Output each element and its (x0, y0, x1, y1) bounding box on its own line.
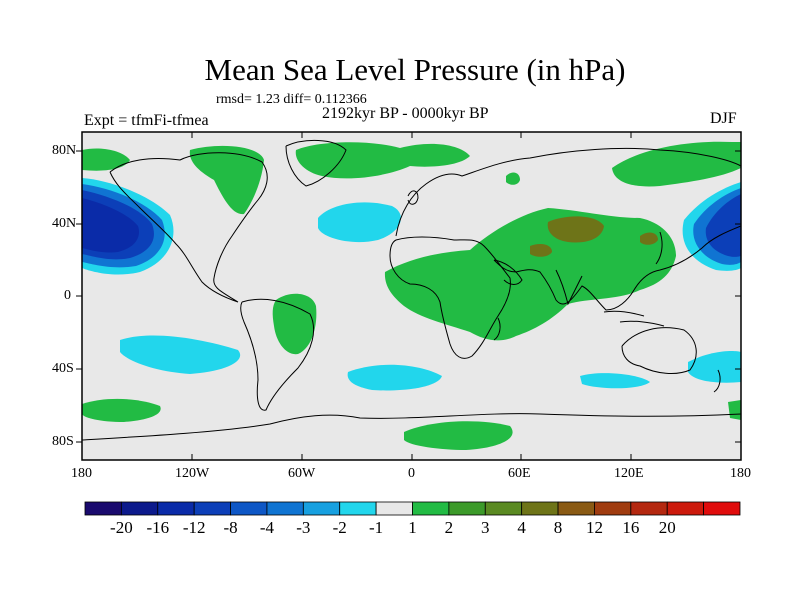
colorbar-cell (266, 501, 304, 516)
colorbar-cell (448, 501, 486, 516)
colorbar-cell (302, 501, 341, 516)
colorbar-cell (484, 501, 523, 516)
negative-core-regions (82, 198, 140, 253)
lon-label-120w: 120W (175, 466, 210, 481)
colorbar-label: 1 (408, 518, 417, 537)
rmsd-diff-stats: rmsd= 1.23 diff= 0.112366 (216, 92, 367, 107)
colorbar-label: -4 (259, 518, 275, 537)
colorbar-label: -3 (296, 518, 311, 537)
colorbar-label: -8 (223, 518, 238, 537)
colorbar-cell (193, 501, 231, 516)
colorbar-label: 20 (658, 518, 676, 537)
lat-label-0: 0 (64, 288, 71, 303)
lon-label-120e: 120E (614, 466, 644, 481)
season-label: DJF (710, 110, 737, 127)
coastlines (82, 139, 741, 441)
lat-label-40s: 40S (52, 361, 74, 376)
colorbar-label: 2 (444, 518, 454, 537)
lon-label-60w: 60W (288, 466, 316, 481)
colorbar-cell (521, 501, 559, 516)
colorbar-label: -20 (110, 518, 133, 537)
colorbar-cell (157, 501, 195, 516)
map-title: Mean Sea Level Pressure (in hPa) (204, 52, 626, 87)
positive-anomaly-regions (82, 141, 741, 450)
colorbar-label: -12 (182, 518, 206, 537)
lat-label-80n: 80N (52, 143, 77, 158)
experiment-label: Expt = tfmFi-tfmea (84, 112, 209, 129)
colorbar-cell (375, 501, 413, 516)
colorbar-label: 3 (481, 518, 490, 537)
colorbar-cell (412, 501, 450, 516)
lon-label-60e: 60E (508, 466, 531, 481)
colorbar-label: -16 (146, 518, 170, 537)
colorbar-cell (630, 501, 668, 516)
colorbar-cell (703, 501, 741, 516)
positive-dark-regions (530, 216, 658, 257)
lon-label-0: 0 (408, 466, 415, 481)
colorbar-label: -1 (369, 518, 384, 537)
colorbar-label: 4 (517, 518, 526, 537)
colorbar-cell (666, 501, 705, 516)
colorbar-label: -2 (332, 518, 347, 537)
colorbar-label: 12 (585, 518, 603, 537)
lon-label-180e: 180 (730, 466, 751, 481)
lon-label-180w: 180 (71, 466, 92, 481)
colorbar-label: 16 (622, 518, 640, 537)
colorbar-label: 8 (553, 518, 563, 537)
colorbar-cell (84, 501, 122, 516)
colorbar-cell (339, 501, 377, 516)
axis-ticks (76, 132, 742, 460)
colorbar-cell (230, 501, 268, 516)
time-period: 2192kyr BP - 0000kyr BP (322, 105, 489, 122)
colorbar-cell (557, 501, 595, 516)
lat-label-80s: 80S (52, 434, 74, 449)
lat-label-40n: 40N (52, 216, 77, 231)
colorbar-cell (120, 501, 159, 516)
colorbar-cell (594, 501, 632, 516)
